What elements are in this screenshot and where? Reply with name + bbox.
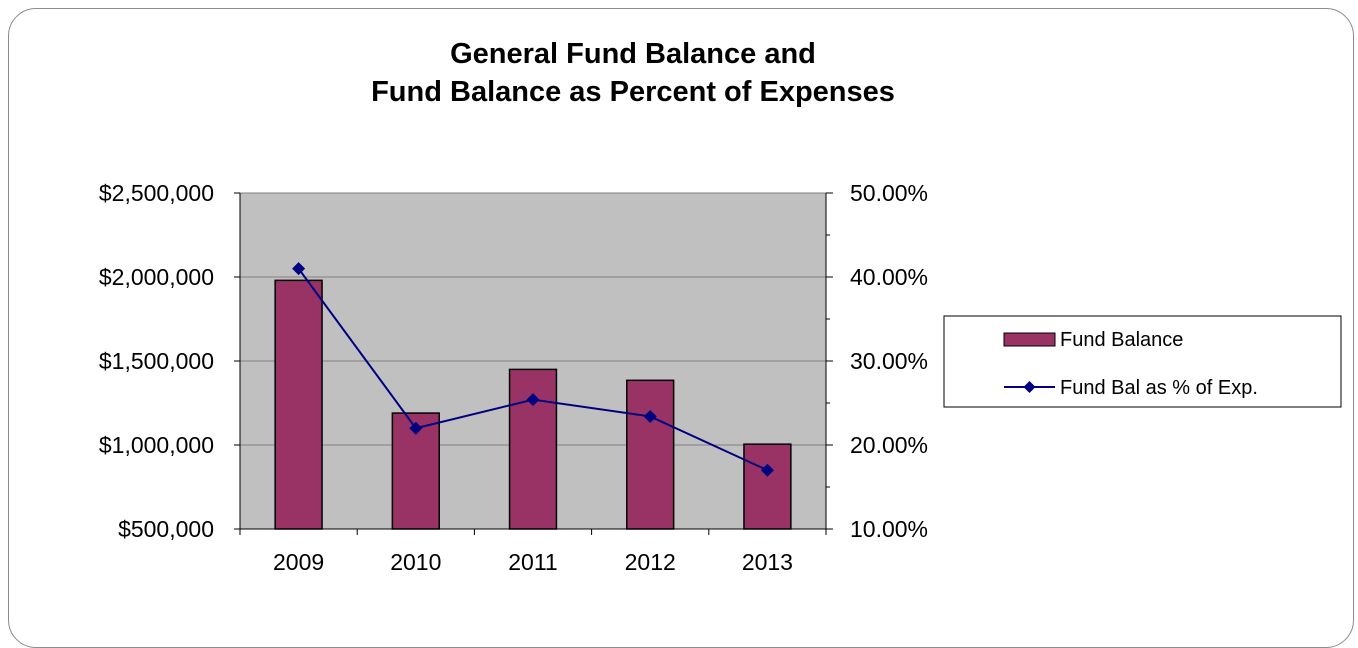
legend-swatch-fund-bal-pct-marker: [1023, 381, 1036, 393]
legend-label-fund-balance: Fund Balance: [1060, 329, 1183, 351]
left-tick-label-0: $500,000: [118, 516, 214, 542]
left-axis-tick-labels: $500,000 $1,000,000 $1,500,000 $2,000,000 $2…: [99, 180, 214, 542]
right-tick-label-1: 20.00%: [850, 432, 928, 458]
x-tick-label-2012: 2012: [625, 549, 676, 575]
axes: [234, 192, 833, 535]
right-tick-label-3: 40.00%: [850, 264, 928, 290]
fund-balance-chart: General Fund Balance and Fund Balance as…: [99, 38, 1342, 575]
left-tick-label-3: $2,000,000: [99, 264, 214, 290]
chart-title-line-2: Fund Balance as Percent of Expenses: [371, 76, 895, 108]
right-tick-label-4: 50.00%: [850, 180, 928, 206]
legend-box: [943, 315, 1342, 408]
x-tick-label-2013: 2013: [742, 549, 793, 575]
chart-title-line-1: General Fund Balance and: [450, 38, 816, 70]
x-axis-tick-labels: 2009 2010 2011 2012 2013: [273, 549, 793, 575]
bar-2013: [743, 443, 792, 530]
point-2012: [643, 409, 657, 423]
left-tick-label-1: $1,000,000: [99, 432, 214, 458]
x-tick-label-2009: 2009: [273, 549, 324, 575]
point-2011: [526, 393, 540, 407]
bar-2012: [626, 379, 675, 530]
left-tick-label-2: $1,500,000: [99, 348, 214, 374]
bar-series: [274, 279, 792, 530]
left-tick-label-4: $2,500,000: [99, 180, 214, 206]
point-2010: [409, 421, 423, 435]
point-2013: [760, 463, 774, 477]
legend: Fund Balance Fund Bal as % of Exp.: [943, 315, 1342, 408]
right-tick-label-0: 10.00%: [850, 516, 928, 542]
x-tick-label-2011: 2011: [508, 549, 557, 575]
bar-2009: [274, 279, 323, 530]
x-tick-label-2010: 2010: [390, 549, 441, 575]
point-2009: [292, 262, 306, 276]
legend-swatch-fund-balance: [1003, 332, 1056, 347]
legend-label-fund-bal-pct: Fund Bal as % of Exp.: [1060, 377, 1258, 399]
right-axis-tick-labels: 10.00% 20.00% 30.00% 40.00% 50.00%: [850, 180, 928, 542]
line-series: [292, 262, 774, 477]
right-tick-label-2: 30.00%: [850, 348, 928, 374]
